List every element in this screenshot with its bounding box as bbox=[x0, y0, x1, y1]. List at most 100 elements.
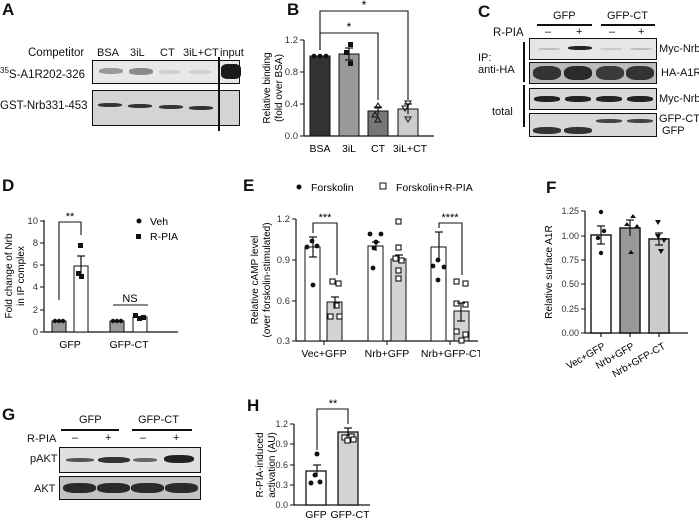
svg-text:Forskolin+R-PIA: Forskolin+R-PIA bbox=[396, 182, 473, 194]
blot-total-myc-nrb bbox=[529, 88, 657, 110]
svg-text:0.6: 0.6 bbox=[277, 296, 290, 307]
group-label: GFP-CT bbox=[138, 414, 179, 426]
blot-pakt bbox=[59, 447, 201, 473]
ip-antibody-label: anti-HA bbox=[478, 64, 515, 76]
svg-text:1.2: 1.2 bbox=[277, 214, 290, 225]
group-label: GFP bbox=[553, 10, 576, 22]
svg-text:1.2: 1.2 bbox=[285, 35, 298, 46]
chart-h: 0.0 0.3 0.6 0.9 1.2 R-PIA-induced activa… bbox=[255, 398, 370, 521]
group-label: GFP bbox=[79, 414, 102, 426]
svg-text:1.00: 1.00 bbox=[561, 231, 579, 241]
svg-text:R-PIA: R-PIA bbox=[150, 231, 178, 243]
svg-text:0: 0 bbox=[33, 327, 38, 338]
svg-text:0.25: 0.25 bbox=[561, 304, 579, 314]
svg-text:0.9: 0.9 bbox=[275, 439, 288, 449]
svg-text:0.6: 0.6 bbox=[275, 460, 288, 470]
svg-text:8: 8 bbox=[33, 238, 38, 249]
svg-text:***: *** bbox=[319, 212, 333, 224]
row-label: GFP bbox=[662, 125, 685, 137]
row-label-gst: GST-Nrb331-453 bbox=[0, 100, 88, 112]
panel-label-e: E bbox=[243, 176, 255, 195]
panel-label-a: A bbox=[2, 0, 15, 19]
svg-text:*: * bbox=[347, 20, 352, 34]
lane-label: 3iL+CT bbox=[183, 47, 219, 59]
svg-text:0.3: 0.3 bbox=[275, 480, 288, 490]
svg-text:Veh: Veh bbox=[150, 216, 168, 228]
svg-text:2: 2 bbox=[33, 305, 38, 316]
treatment-mark: + bbox=[638, 26, 645, 38]
row-label: Myc-Nrb bbox=[659, 93, 699, 105]
svg-text:**: ** bbox=[66, 211, 75, 223]
svg-text:0.50: 0.50 bbox=[561, 279, 579, 289]
lane-label: 3iL bbox=[130, 47, 145, 59]
svg-text:R-PIA-induced: R-PIA-induced bbox=[255, 432, 266, 497]
svg-text:Relative binding: Relative binding bbox=[262, 52, 273, 123]
blot-35s bbox=[92, 60, 241, 84]
panel-label-g: G bbox=[2, 405, 16, 424]
row-label: HA-A1R bbox=[661, 67, 699, 79]
svg-text:**: ** bbox=[329, 398, 338, 410]
lane-label: input bbox=[220, 47, 244, 59]
panel-label-b: B bbox=[287, 0, 300, 19]
treatment-label: R-PIA bbox=[493, 27, 524, 39]
svg-text:NS: NS bbox=[122, 293, 137, 305]
svg-text:Forskolin: Forskolin bbox=[311, 182, 354, 194]
treatment-mark: – bbox=[72, 432, 79, 444]
lane-divider bbox=[218, 57, 220, 131]
svg-text:Relative surface A1R: Relative surface A1R bbox=[544, 225, 555, 318]
svg-text:(over forskolin-stimulated): (over forskolin-stimulated) bbox=[262, 222, 273, 337]
svg-text:1.2: 1.2 bbox=[275, 419, 288, 429]
panel-label-d: D bbox=[2, 176, 15, 195]
blot-akt bbox=[59, 476, 201, 500]
chart-b: 0.0 0.4 0.8 1.2 Relative binding (fold o… bbox=[262, 0, 434, 155]
svg-text:0.0: 0.0 bbox=[275, 500, 288, 510]
svg-text:*: * bbox=[362, 0, 367, 12]
chart-e: Forskolin Forskolin+R-PIA 0.3 0.6 0.9 1.… bbox=[250, 182, 480, 360]
panel-label-c: C bbox=[478, 2, 491, 21]
panel-label-f: F bbox=[546, 178, 557, 197]
treatment-mark: + bbox=[105, 432, 112, 444]
svg-text:0.00: 0.00 bbox=[561, 328, 579, 338]
svg-text:4: 4 bbox=[33, 282, 38, 293]
svg-text:Relative cAMP level: Relative cAMP level bbox=[250, 236, 261, 325]
svg-text:Vec+GFP: Vec+GFP bbox=[301, 348, 346, 360]
row-label: AKT bbox=[34, 483, 56, 495]
svg-text:10: 10 bbox=[27, 216, 38, 227]
svg-text:Nrb+GFP: Nrb+GFP bbox=[365, 348, 410, 360]
svg-text:GFP-CT: GFP-CT bbox=[109, 339, 149, 351]
svg-text:0.75: 0.75 bbox=[561, 255, 579, 265]
treatment-mark: – bbox=[609, 26, 616, 38]
blot-gst bbox=[92, 90, 240, 126]
svg-text:****: **** bbox=[441, 212, 459, 224]
svg-text:0.4: 0.4 bbox=[285, 99, 298, 110]
panel-label-h: H bbox=[247, 396, 260, 415]
chart-d: 0 2 4 6 8 10 Fold change of Nrb in IP co… bbox=[4, 211, 178, 351]
svg-text:Nrb+GFP-CT: Nrb+GFP-CT bbox=[421, 348, 480, 360]
blot-ha-a1r bbox=[529, 62, 657, 84]
svg-text:0.0: 0.0 bbox=[285, 131, 298, 142]
row-label: Myc-Nrb bbox=[659, 43, 699, 55]
svg-text:0.8: 0.8 bbox=[285, 67, 298, 78]
row-label-35s: 35S-A1R202-326 bbox=[0, 66, 85, 81]
treatment-mark: – bbox=[140, 432, 147, 444]
total-label: total bbox=[492, 106, 513, 118]
svg-text:(fold over BSA): (fold over BSA) bbox=[274, 54, 285, 122]
svg-text:3iL+CT: 3iL+CT bbox=[393, 143, 428, 155]
svg-text:GFP-CT: GFP-CT bbox=[330, 509, 370, 521]
chart-f: 0.00 0.25 0.50 0.75 1.00 1.25 Relative s… bbox=[544, 206, 688, 380]
svg-text:Fold change of Nrb: Fold change of Nrb bbox=[4, 233, 15, 318]
svg-text:GFP: GFP bbox=[59, 339, 81, 351]
svg-text:in IP complex: in IP complex bbox=[16, 246, 27, 306]
ip-label: IP: bbox=[478, 52, 492, 64]
svg-text:0.9: 0.9 bbox=[277, 255, 290, 266]
svg-text:activation (AU): activation (AU) bbox=[267, 432, 278, 498]
svg-text:6: 6 bbox=[33, 260, 38, 271]
competitor-label: Competitor bbox=[28, 47, 85, 59]
svg-text:3iL: 3iL bbox=[342, 143, 356, 155]
svg-text:GFP: GFP bbox=[305, 509, 327, 521]
treatment-mark: – bbox=[545, 26, 552, 38]
lane-label: BSA bbox=[97, 47, 120, 59]
blot-gfp bbox=[529, 113, 657, 137]
blot-ip-myc-nrb bbox=[529, 38, 657, 60]
svg-text:CT: CT bbox=[371, 143, 386, 155]
